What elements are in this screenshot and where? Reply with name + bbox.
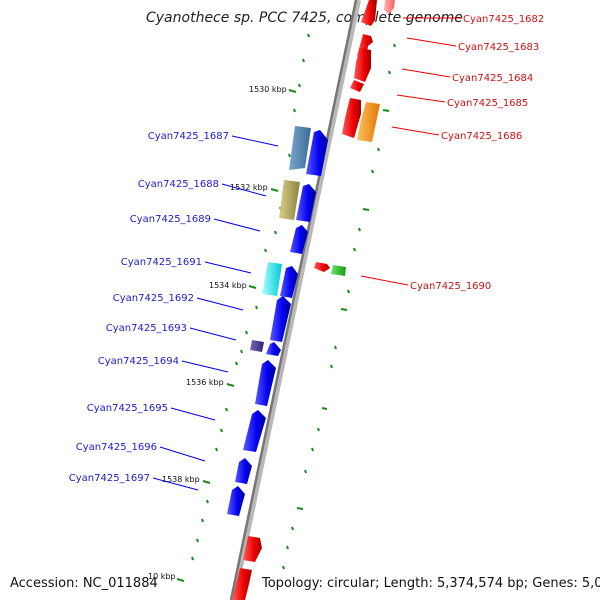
gene-1683-b[interactable]: [354, 48, 371, 82]
tick-label-1536: 1536 kbp: [186, 378, 224, 387]
tick-label-1538: 1538 kbp: [162, 475, 200, 484]
gene-1686[interactable]: [357, 102, 380, 142]
tick-label-1540: 10 kbp: [148, 572, 176, 581]
gene-1693-b[interactable]: [266, 342, 281, 356]
label-cyan7425-1683[interactable]: Cyan7425_1683: [458, 42, 539, 53]
gene-1691-a[interactable]: [262, 262, 282, 296]
label-cyan7425-1691[interactable]: Cyan7425_1691: [121, 257, 202, 268]
tick-label-1534: 1534 kbp: [209, 281, 247, 290]
forward-gene-labels: Cyan7425_1682 Cyan7425_1683 Cyan7425_168…: [360, 14, 544, 292]
label-cyan7425-1685[interactable]: Cyan7425_1685: [447, 98, 528, 109]
accession-label: Accession: NC_011884: [10, 576, 158, 591]
label-cyan7425-1688[interactable]: Cyan7425_1688: [138, 179, 219, 190]
genome-summary: Topology: circular; Length: 5,374,574 bp…: [261, 576, 600, 591]
label-cyan7425-1693[interactable]: Cyan7425_1693: [106, 323, 187, 334]
gene-1687-b[interactable]: [306, 130, 328, 176]
gene-1682[interactable]: [361, 0, 377, 26]
gene-1682-b[interactable]: [384, 0, 395, 14]
label-cyan7425-1686[interactable]: Cyan7425_1686: [441, 131, 522, 142]
gene-1688-b[interactable]: [296, 184, 316, 222]
gene-1689[interactable]: [290, 225, 308, 254]
label-cyan7425-1694[interactable]: Cyan7425_1694: [98, 356, 179, 367]
gene-1696[interactable]: [235, 458, 252, 484]
forward-genes: [232, 0, 395, 600]
label-cyan7425-1696[interactable]: Cyan7425_1696: [76, 442, 157, 453]
kbp-ticks: 1530 kbp 1532 kbp 1534 kbp 1536 kbp 1538…: [148, 85, 297, 582]
label-cyan7425-1697[interactable]: Cyan7425_1697: [69, 473, 150, 484]
gene-1697[interactable]: [227, 486, 245, 516]
gene-1685[interactable]: [342, 98, 361, 138]
gene-1690-b[interactable]: [331, 265, 346, 276]
gene-1687-a[interactable]: [289, 126, 311, 170]
label-cyan7425-1695[interactable]: Cyan7425_1695: [87, 403, 168, 414]
gene-1684[interactable]: [350, 80, 364, 92]
genome-title: Cyanothece sp. PCC 7425, complete genome: [146, 10, 463, 26]
gene-1691-b[interactable]: [280, 266, 298, 298]
gene-1688-a[interactable]: [279, 180, 300, 220]
label-cyan7425-1690[interactable]: Cyan7425_1690: [410, 281, 491, 292]
gene-lower-2[interactable]: [232, 568, 252, 600]
tick-label-1532: 1532 kbp: [230, 183, 268, 192]
tick-track-right: [282, 43, 396, 570]
gene-1693-a[interactable]: [250, 340, 264, 352]
label-cyan7425-1689[interactable]: Cyan7425_1689: [130, 214, 211, 225]
tick-track-left: [191, 33, 310, 561]
reverse-genes: [227, 126, 328, 516]
genome-backbone: [229, 0, 361, 600]
gene-1690-a[interactable]: [314, 262, 330, 272]
gene-1695[interactable]: [243, 410, 266, 452]
tick-label-1530: 1530 kbp: [249, 85, 287, 94]
label-cyan7425-1682[interactable]: Cyan7425_1682: [463, 14, 544, 25]
gene-1692[interactable]: [270, 296, 291, 342]
label-cyan7425-1692[interactable]: Cyan7425_1692: [113, 293, 194, 304]
gene-lower-1[interactable]: [243, 536, 262, 562]
gene-1694[interactable]: [255, 360, 276, 406]
label-cyan7425-1687[interactable]: Cyan7425_1687: [148, 131, 229, 142]
label-cyan7425-1684[interactable]: Cyan7425_1684: [452, 73, 533, 84]
reverse-gene-labels: Cyan7425_1687 Cyan7425_1688 Cyan7425_168…: [69, 131, 279, 491]
